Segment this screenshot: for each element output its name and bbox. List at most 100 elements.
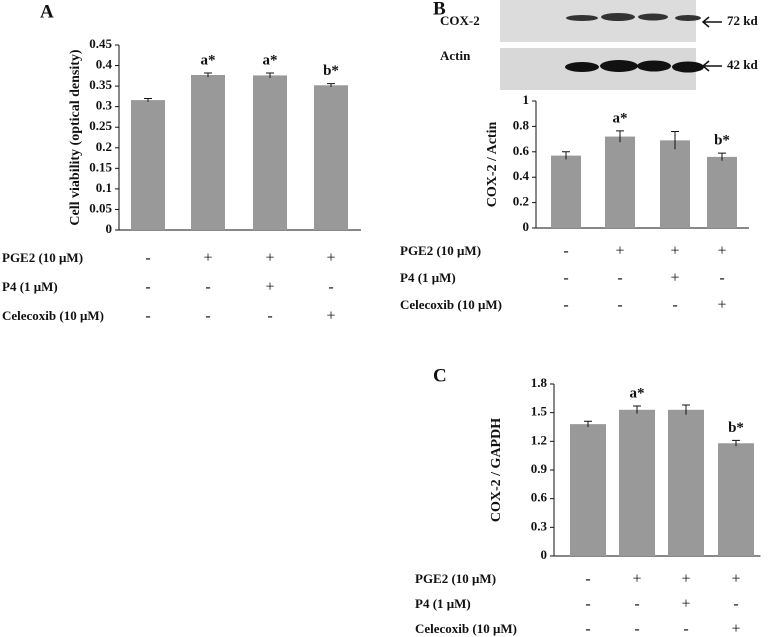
bar	[707, 156, 737, 228]
treatment-sign: +	[632, 571, 641, 588]
treatment-label: Celecoxib (10 μM)	[400, 297, 502, 312]
treatment-sign: -	[145, 279, 150, 296]
treatment-sign: +	[670, 243, 679, 260]
error-bar	[144, 97, 152, 102]
treatment-label: PGE2 (10 μM)	[400, 243, 481, 258]
panel-label: C	[433, 365, 447, 386]
blot-bands	[565, 60, 704, 73]
treatment-label: P4 (1 μM)	[400, 270, 456, 285]
y-tick-label: 0.15	[89, 159, 112, 174]
treatment-sign: -	[617, 270, 622, 287]
treatment-sign: -	[267, 308, 272, 325]
error-bar	[327, 83, 335, 87]
y-tick-label: 0.35	[89, 77, 112, 92]
treatment-sign: -	[634, 621, 639, 637]
bar	[570, 424, 606, 556]
treatment-sign: +	[265, 279, 274, 296]
y-axis-label: COX-2 / GAPDH	[489, 418, 504, 522]
treatment-label: Celecoxib (10 μM)	[415, 621, 517, 636]
y-tick-label: 0.4	[96, 57, 113, 72]
y-tick-label: 0.6	[531, 490, 548, 505]
y-tick-label: 0.25	[89, 118, 112, 133]
error-bar	[616, 130, 624, 143]
treatment-sign: +	[326, 308, 335, 325]
treatment-label: P4 (1 μM)	[415, 596, 471, 611]
error-bar	[204, 72, 212, 78]
panel-label: A	[40, 1, 54, 22]
bar	[314, 85, 348, 231]
treatment-sign: +	[717, 243, 726, 260]
y-tick-label: 0	[541, 547, 548, 562]
treatment-sign: -	[563, 297, 568, 314]
treatment-sign: -	[585, 596, 590, 613]
treatment-sign: -	[683, 621, 688, 637]
y-tick-label: 1.5	[531, 404, 548, 419]
treatment-label: PGE2 (10 μM)	[2, 250, 83, 265]
y-tick-label: 1.2	[531, 432, 547, 447]
y-tick-label: 0.45	[89, 36, 112, 51]
treatment-sign: -	[145, 308, 150, 325]
y-tick-label: 1.8	[531, 375, 548, 390]
error-bar	[671, 130, 679, 150]
treatment-sign: -	[585, 571, 590, 588]
bar	[551, 155, 581, 228]
significance-label: a*	[630, 385, 645, 401]
significance-label: b*	[728, 420, 744, 436]
bar	[131, 100, 165, 230]
blot-label: Actin	[440, 48, 471, 63]
treatment-sign: -	[205, 279, 210, 296]
significance-label: a*	[201, 52, 216, 68]
y-tick-label: 1	[523, 92, 530, 107]
error-bar	[732, 439, 740, 447]
error-bar	[562, 151, 570, 160]
blot-bands	[566, 13, 701, 21]
treatment-sign: +	[681, 571, 690, 588]
error-bar	[266, 72, 274, 78]
treatment-sign: -	[145, 250, 150, 267]
treatment-sign: +	[731, 571, 740, 588]
treatment-sign: -	[585, 621, 590, 637]
significance-label: b*	[714, 133, 730, 149]
treatment-sign: +	[717, 297, 726, 314]
error-bar	[633, 405, 641, 414]
blot-size: 72 kd	[727, 13, 758, 28]
y-tick-label: 0.8	[513, 117, 530, 132]
error-bar	[718, 152, 726, 161]
error-bar	[584, 420, 592, 427]
treatment-sign: +	[670, 270, 679, 287]
bar	[668, 409, 704, 556]
treatment-sign: -	[672, 297, 677, 314]
treatment-sign: +	[203, 250, 212, 267]
y-tick-label: 0.1	[96, 180, 112, 195]
y-tick-label: 0.3	[531, 518, 548, 533]
blot-size: 42 kd	[727, 57, 758, 72]
y-tick-label: 0	[523, 219, 530, 234]
bar	[605, 136, 635, 228]
treatment-sign: +	[681, 596, 690, 613]
treatment-sign: -	[563, 243, 568, 260]
treatment-sign: -	[733, 596, 738, 613]
significance-label: b*	[323, 63, 339, 79]
treatment-sign: +	[731, 621, 740, 637]
treatment-label: PGE2 (10 μM)	[415, 571, 496, 586]
treatment-sign: +	[265, 250, 274, 267]
bar	[619, 409, 655, 556]
treatment-label: Celecoxib (10 μM)	[2, 308, 104, 323]
treatment-label: P4 (1 μM)	[2, 279, 58, 294]
error-bar	[682, 404, 690, 415]
treatment-sign: -	[563, 270, 568, 287]
treatment-sign: -	[634, 596, 639, 613]
bar	[253, 75, 287, 230]
y-tick-label: 0.3	[96, 98, 113, 113]
treatment-sign: -	[328, 279, 333, 296]
y-tick-label: 0.9	[531, 461, 548, 476]
treatment-sign: +	[615, 243, 624, 260]
treatment-sign: -	[719, 270, 724, 287]
y-tick-label: 0.6	[513, 143, 530, 158]
significance-label: a*	[613, 110, 628, 126]
y-tick-label: 0.2	[96, 139, 112, 154]
treatment-sign: -	[205, 308, 210, 325]
y-axis-label: Cell viability (optical density)	[68, 49, 83, 226]
blot-image	[500, 0, 722, 90]
